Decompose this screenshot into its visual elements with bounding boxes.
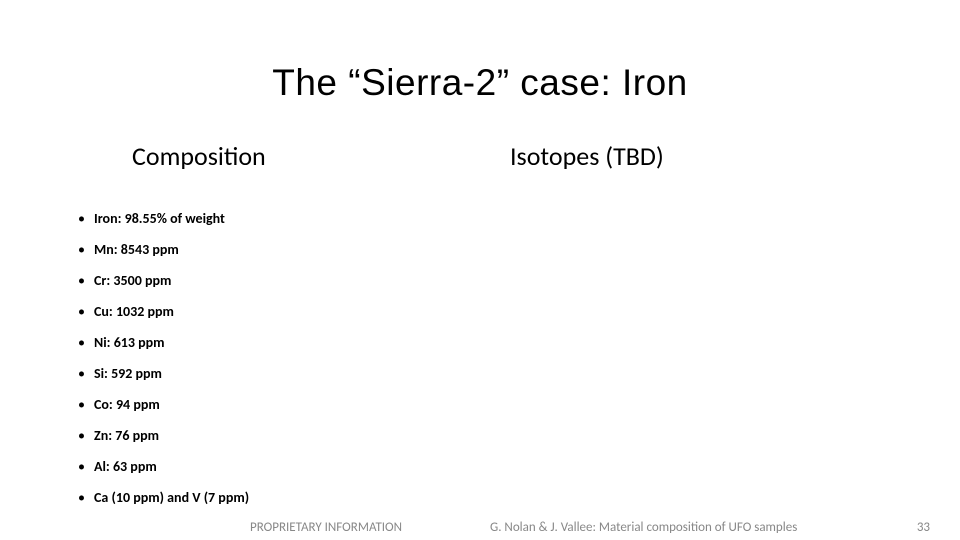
list-item: Mn: 8543 ppm (72, 241, 249, 258)
list-item: Ca (10 ppm) and V (7 ppm) (72, 489, 249, 506)
list-item: Al: 63 ppm (72, 458, 249, 475)
footer-proprietary: PROPRIETARY INFORMATION (250, 520, 402, 535)
list-item: Iron: 98.55% of weight (72, 210, 249, 227)
composition-list: Iron: 98.55% of weight Mn: 8543 ppm Cr: … (72, 210, 249, 520)
list-item: Cu: 1032 ppm (72, 303, 249, 320)
footer-page-number: 33 (917, 520, 930, 535)
subhead-composition: Composition (132, 140, 266, 172)
footer-authors: G. Nolan & J. Vallee: Material compositi… (490, 520, 797, 535)
list-item: Cr: 3500 ppm (72, 272, 249, 289)
slide-title: The “Sierra-2” case: Iron (0, 62, 960, 104)
list-item: Ni: 613 ppm (72, 334, 249, 351)
list-item: Co: 94 ppm (72, 396, 249, 413)
subhead-isotopes: Isotopes (TBD) (510, 140, 664, 172)
slide: The “Sierra-2” case: Iron Composition Is… (0, 0, 960, 540)
list-item: Zn: 76 ppm (72, 427, 249, 444)
list-item: Si: 592 ppm (72, 365, 249, 382)
